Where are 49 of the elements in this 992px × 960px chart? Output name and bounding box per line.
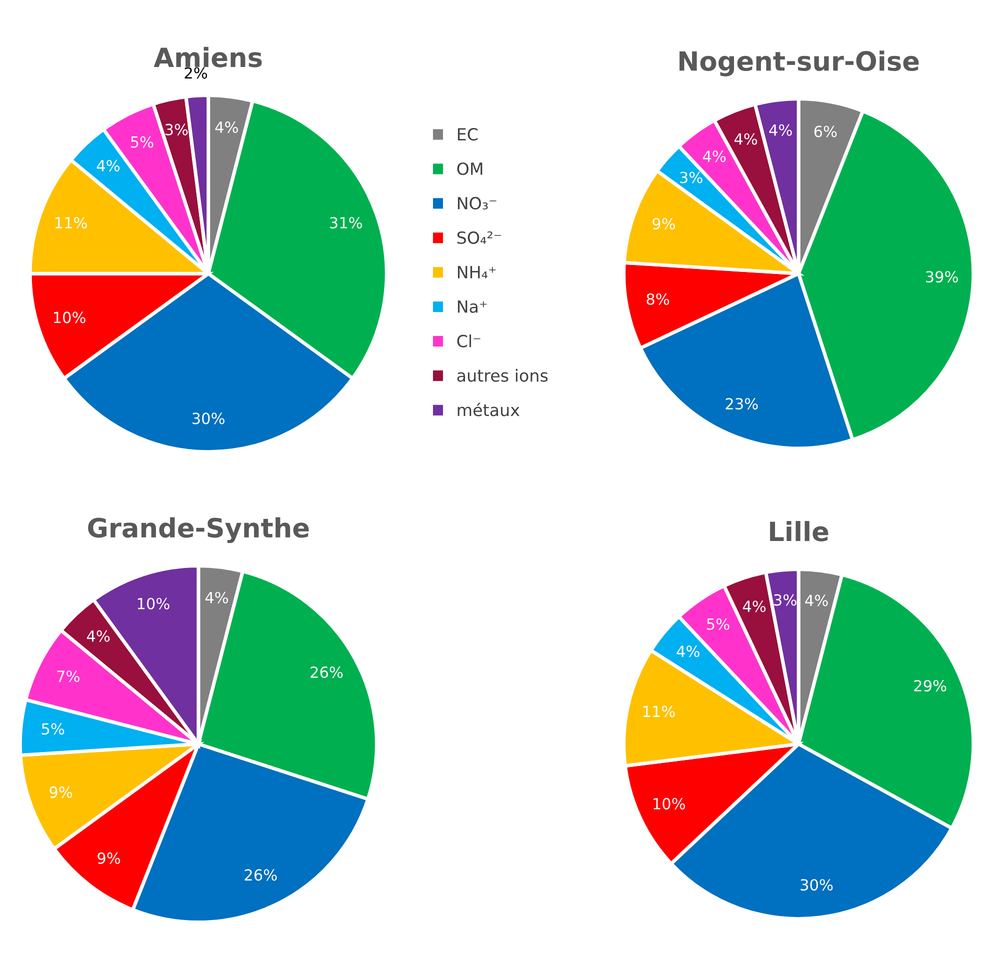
data-label: 4% (742, 600, 766, 612)
data-label: 11% (55, 216, 87, 229)
legend-label: EC (458, 128, 478, 141)
legend-label: SO₄²⁻ (457, 231, 502, 244)
chart-title: Nogent-sur-Oise (680, 50, 919, 76)
data-label: 4% (215, 121, 238, 133)
data-label: 4% (805, 594, 828, 606)
data-label: 6% (814, 126, 837, 138)
data-label: 26% (310, 666, 343, 678)
legend-label: métaux (458, 402, 520, 416)
data-label: 3% (774, 594, 796, 606)
data-label: 29% (914, 680, 946, 692)
data-label: 4% (734, 133, 758, 145)
data-label: 4% (96, 160, 120, 172)
data-label: 4% (676, 646, 700, 658)
data-label: 26% (244, 869, 277, 881)
data-label: 7% (57, 670, 80, 682)
chart-title: Lille (770, 520, 828, 542)
legend-label: NH₄⁺ (458, 266, 496, 278)
data-label: 11% (643, 706, 675, 718)
data-label: 30% (192, 412, 224, 424)
data-label: 9% (50, 786, 72, 798)
data-label: 31% (330, 216, 362, 229)
data-label: 4% (769, 124, 792, 136)
data-label: 23% (726, 398, 758, 410)
chart-title: Grande-Synthe (88, 517, 309, 544)
data-label: 5% (42, 723, 64, 735)
data-label: 3% (680, 172, 702, 184)
legend-label: Na⁺ (458, 300, 487, 313)
legend-label: autres ions (457, 368, 548, 382)
data-label: 10% (138, 598, 170, 610)
legend-label: OM (457, 162, 482, 176)
legend-label: NO₃⁻ (458, 196, 496, 210)
data-label: 4% (86, 630, 110, 642)
data-label: 9% (98, 852, 120, 864)
data-label: 4% (702, 150, 726, 162)
data-label: 2% (184, 67, 208, 79)
chart-title: Amiens (154, 46, 262, 68)
data-label: 39% (926, 270, 958, 283)
data-label: 10% (654, 798, 686, 810)
data-label: 30% (800, 879, 833, 891)
data-label: 10% (54, 312, 86, 324)
data-label: 5% (131, 136, 154, 148)
data-label: 3% (165, 124, 188, 136)
data-label: 5% (707, 618, 730, 630)
data-label: 4% (205, 592, 228, 604)
legend-label: Cl⁻ (457, 334, 480, 348)
data-label: 8% (646, 293, 670, 305)
data-label: 9% (652, 218, 675, 230)
